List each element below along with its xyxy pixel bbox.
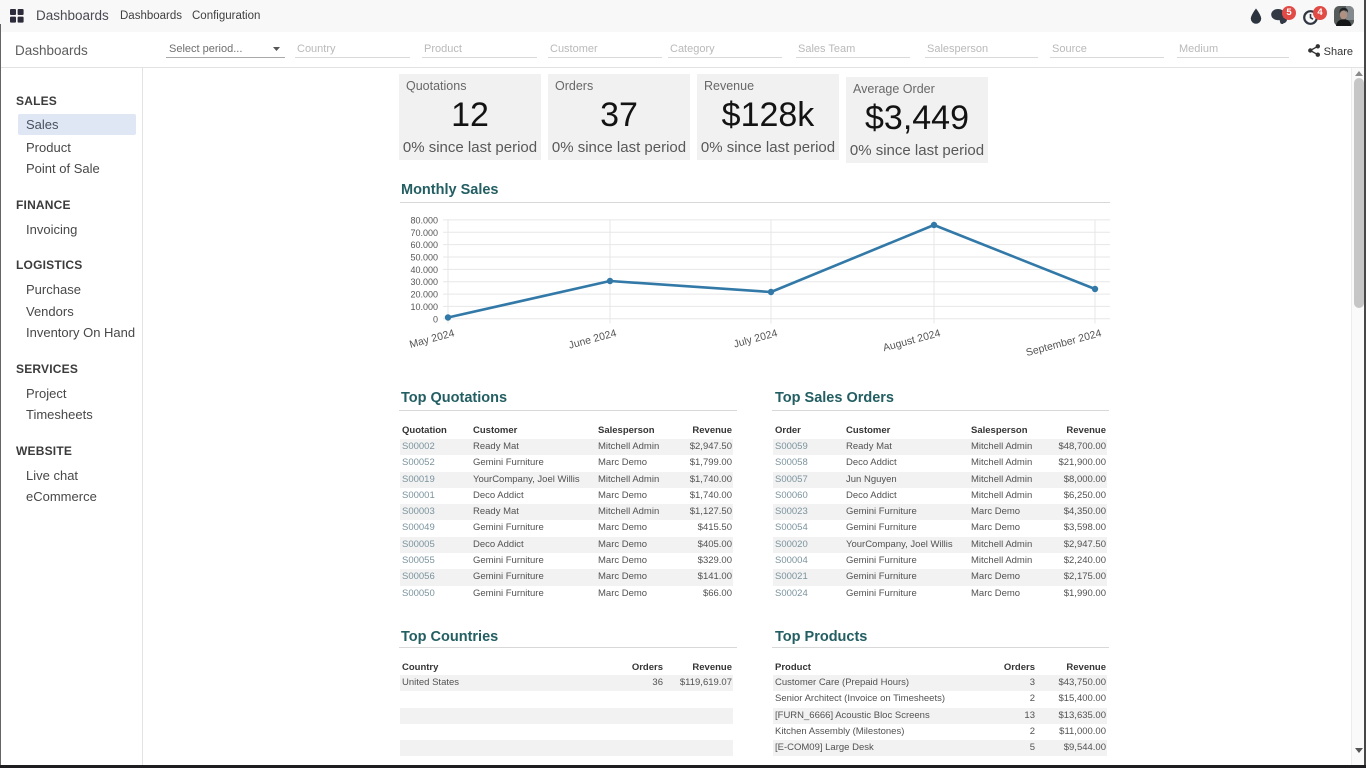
svg-text:20.000: 20.000 bbox=[410, 290, 438, 300]
svg-text:60.000: 60.000 bbox=[410, 240, 438, 250]
svg-text:May 2024: May 2024 bbox=[408, 327, 456, 351]
svg-text:July 2024: July 2024 bbox=[732, 327, 779, 350]
svg-text:June 2024: June 2024 bbox=[567, 327, 618, 351]
svg-text:August 2024: August 2024 bbox=[882, 327, 942, 354]
svg-text:80.000: 80.000 bbox=[410, 215, 438, 225]
svg-text:10.000: 10.000 bbox=[410, 302, 438, 312]
svg-text:40.000: 40.000 bbox=[410, 265, 438, 275]
svg-text:30.000: 30.000 bbox=[410, 277, 438, 287]
svg-text:70.000: 70.000 bbox=[410, 228, 438, 238]
svg-text:50.000: 50.000 bbox=[410, 253, 438, 263]
svg-text:September 2024: September 2024 bbox=[1025, 327, 1103, 359]
svg-text:0: 0 bbox=[433, 314, 438, 324]
